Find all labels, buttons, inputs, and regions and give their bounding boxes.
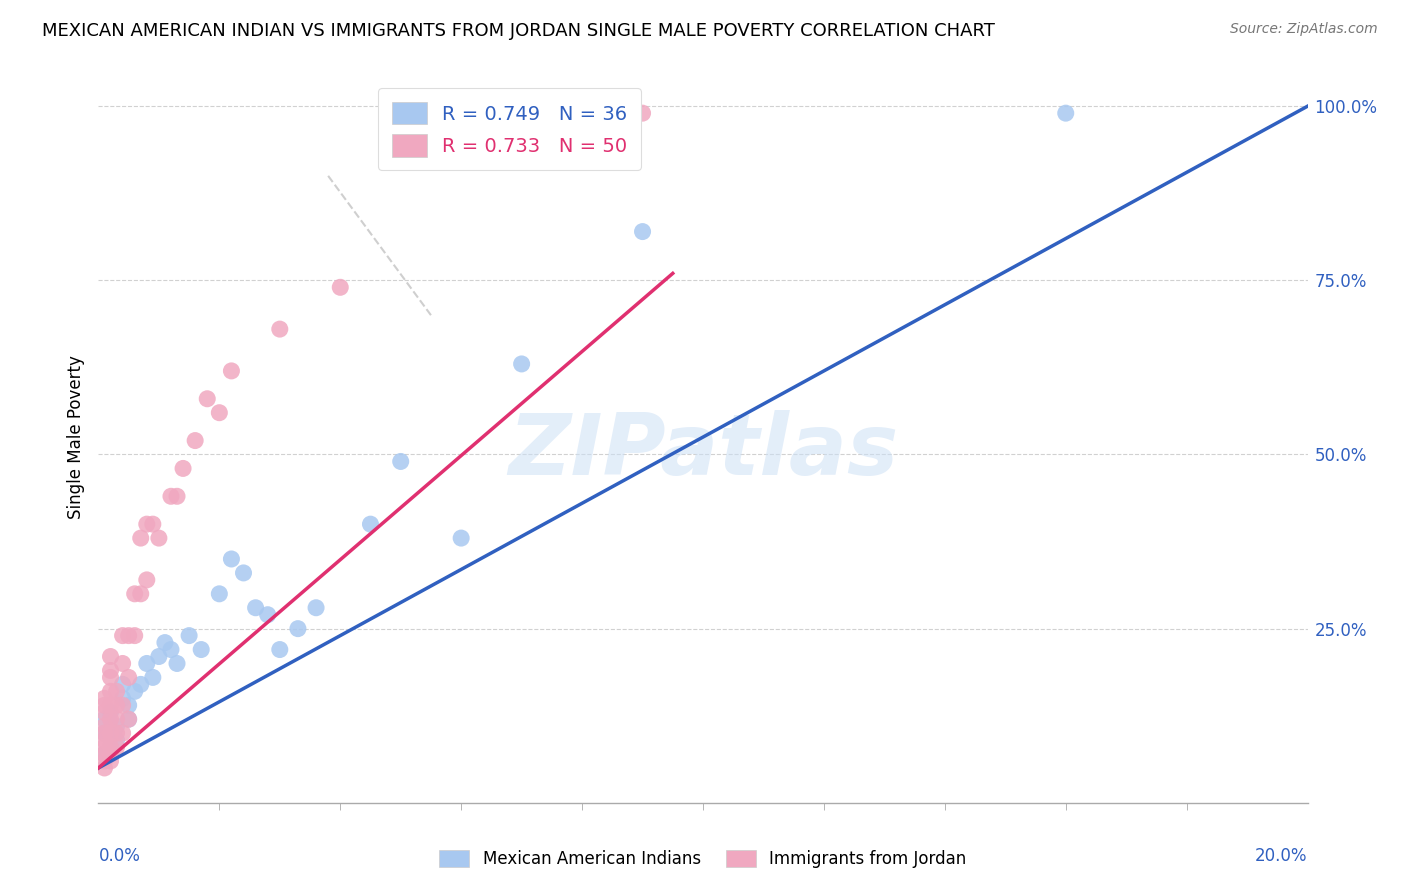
Point (100, 747, 122, 761)
Point (166, 657, 188, 671)
Point (142, 670, 165, 684)
Point (100, 712, 122, 726)
Point (124, 629, 146, 643)
Point (100, 649, 122, 664)
Point (148, 531, 170, 545)
Point (105, 719, 128, 733)
Point (105, 740, 128, 755)
Point (100, 754, 122, 768)
Point (93, 761, 115, 775)
Point (93, 726, 115, 740)
Point (148, 649, 170, 664)
Point (93, 740, 115, 755)
Point (287, 622, 309, 636)
Point (118, 629, 141, 643)
Point (305, 600, 328, 615)
Point (631, 106, 654, 120)
Point (93, 733, 115, 747)
Point (195, 392, 218, 406)
Point (190, 642, 212, 657)
Point (111, 629, 134, 643)
Point (208, 406, 231, 420)
Point (93, 747, 115, 761)
Point (93, 705, 115, 719)
Point (232, 566, 254, 580)
Text: Source: ZipAtlas.com: Source: ZipAtlas.com (1230, 22, 1378, 37)
Point (631, 225, 654, 239)
Point (135, 573, 157, 587)
Point (100, 664, 122, 678)
Point (93, 754, 115, 768)
Point (269, 322, 291, 336)
Point (100, 698, 122, 713)
Point (100, 740, 122, 755)
Point (245, 600, 267, 615)
Point (93, 726, 115, 740)
Point (360, 517, 382, 532)
Point (93, 712, 115, 726)
Text: ZIPatlas: ZIPatlas (508, 410, 898, 493)
Point (142, 517, 165, 532)
Text: MEXICAN AMERICAN INDIAN VS IMMIGRANTS FROM JORDAN SINGLE MALE POVERTY CORRELATIO: MEXICAN AMERICAN INDIAN VS IMMIGRANTS FR… (42, 22, 995, 40)
Point (160, 489, 183, 503)
Y-axis label: Single Male Poverty: Single Male Poverty (66, 355, 84, 519)
Point (100, 684, 122, 698)
Point (118, 698, 141, 713)
Legend: R = 0.749   N = 36, R = 0.733   N = 50: R = 0.749 N = 36, R = 0.733 N = 50 (378, 88, 641, 170)
Point (208, 587, 231, 601)
Point (118, 712, 141, 726)
Point (105, 712, 128, 726)
Point (100, 705, 122, 719)
Point (111, 691, 134, 706)
Point (129, 587, 152, 601)
Point (184, 434, 207, 448)
Point (93, 698, 115, 713)
Point (269, 642, 291, 657)
Point (221, 552, 243, 566)
Point (100, 726, 122, 740)
Point (111, 726, 134, 740)
Point (118, 712, 141, 726)
Point (256, 607, 278, 622)
Point (135, 517, 157, 532)
Point (93, 691, 115, 706)
Point (129, 677, 152, 691)
Point (179, 629, 201, 643)
Point (118, 670, 141, 684)
Text: 0.0%: 0.0% (98, 847, 141, 864)
Point (124, 587, 146, 601)
Point (135, 657, 157, 671)
Point (160, 642, 183, 657)
Point (105, 684, 128, 698)
Legend: Mexican American Indians, Immigrants from Jordan: Mexican American Indians, Immigrants fro… (433, 843, 973, 875)
Point (93, 747, 115, 761)
Point (105, 726, 128, 740)
Point (100, 670, 122, 684)
Text: 20.0%: 20.0% (1256, 847, 1308, 864)
Point (389, 454, 412, 468)
Point (329, 280, 352, 294)
Point (450, 531, 472, 545)
Point (166, 489, 188, 503)
Point (1054, 106, 1077, 120)
Point (153, 635, 176, 649)
Point (100, 726, 122, 740)
Point (124, 684, 146, 698)
Point (510, 357, 533, 371)
Point (105, 733, 128, 747)
Point (111, 657, 134, 671)
Point (100, 740, 122, 755)
Point (105, 698, 128, 713)
Point (111, 677, 134, 691)
Point (221, 364, 243, 378)
Point (172, 461, 194, 475)
Point (93, 719, 115, 733)
Point (111, 698, 134, 713)
Point (129, 531, 152, 545)
